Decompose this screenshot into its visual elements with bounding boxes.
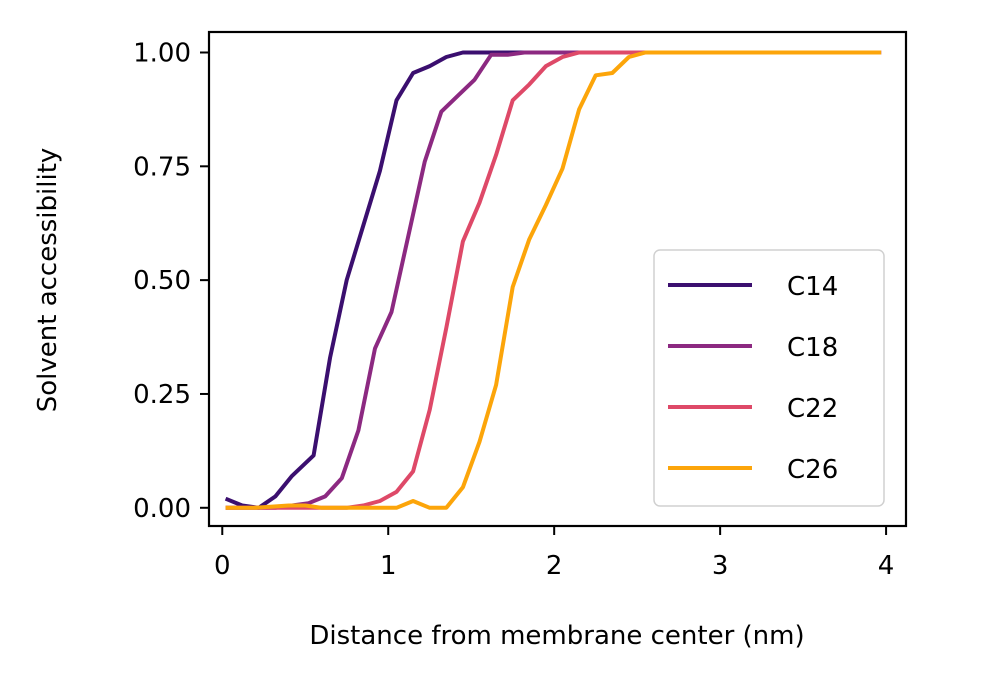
legend-box (653, 249, 885, 507)
x-tick-label: 3 (712, 551, 729, 581)
legend-entries: C14 C18 C22 C26 (668, 272, 838, 485)
series-line-c26 (225, 50, 882, 510)
y-tick-label: 1.00 (133, 38, 191, 68)
series-lines (224, 50, 882, 510)
y-tick-label: 0.25 (133, 380, 191, 410)
x-tick-label: 4 (878, 551, 895, 581)
x-axis-ticks: 0 1 2 3 4 (214, 526, 894, 581)
x-tick-label: 1 (380, 551, 397, 581)
legend-label-c26: C26 (787, 455, 838, 485)
y-tick-label: 0.50 (133, 266, 191, 296)
x-tick-label: 2 (546, 551, 563, 581)
series-line-c14 (224, 50, 882, 510)
legend: C14 C18 C22 C26 (653, 249, 885, 507)
legend-label-c14: C14 (787, 272, 838, 302)
y-tick-label: 0.00 (133, 494, 191, 524)
y-tick-label: 0.75 (133, 152, 191, 182)
x-tick-label: 0 (214, 551, 231, 581)
legend-label-c22: C22 (787, 394, 838, 424)
plot-area-frame (207, 30, 908, 528)
legend-label-c18: C18 (787, 333, 838, 363)
x-axis-label: Distance from membrane center (nm) (309, 621, 804, 651)
y-axis-label: Solvent accessibility (33, 148, 63, 413)
y-axis-ticks: 0.00 0.25 0.50 0.75 1.00 (133, 38, 209, 524)
